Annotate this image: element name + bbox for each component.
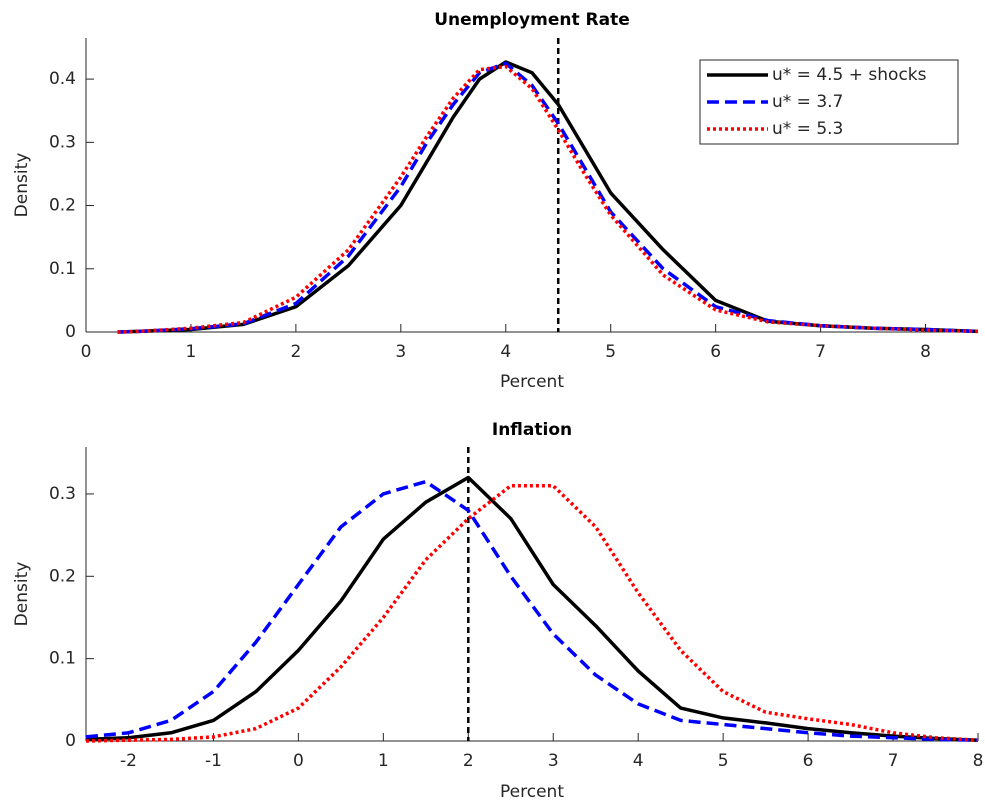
x-tick-label: 1	[378, 751, 389, 771]
x-axis-label: Percent	[500, 372, 564, 392]
x-tick-label: 0	[293, 751, 304, 771]
x-tick-label: 7	[888, 751, 899, 771]
y-tick-label: 0.4	[49, 69, 76, 89]
y-tick-label: 0.1	[49, 259, 76, 279]
series-line	[85, 483, 979, 743]
x-tick-label: 7	[815, 342, 826, 362]
legend: u* = 4.5 + shocks u* = 3.7 u* = 5.3	[699, 59, 959, 145]
axes: Unemployment Rate Percent Density 0 1 2 3 4 5 6 7 8…	[12, 10, 979, 392]
x-tick-label: 3	[395, 342, 406, 362]
x-tick-label: 2	[463, 751, 474, 771]
series-line	[117, 64, 979, 334]
chart-title: Unemployment Rate	[434, 10, 630, 30]
y-axis-label: Density	[12, 562, 32, 627]
x-tick-label: 4	[633, 751, 644, 771]
x-tick-label: 8	[920, 342, 931, 362]
x-tick-label: -2	[120, 751, 137, 771]
x-tick-label: 6	[710, 342, 721, 362]
x-tick-label: 5	[605, 342, 616, 362]
chart-title: Inflation	[492, 420, 572, 440]
y-tick-label: 0	[65, 731, 76, 751]
y-tick-label: 0.3	[49, 132, 76, 152]
axes: Inflation Percent Density -2 -1 0 1 2 3 4 5 6 7 8 0 0.1…	[12, 420, 983, 802]
x-tick-label: 8	[973, 751, 984, 771]
y-tick-label: 0	[65, 322, 76, 342]
y-tick-label: 0.3	[49, 484, 76, 504]
legend-label: u* = 3.7	[772, 92, 843, 112]
x-tick-label: 2	[290, 342, 301, 362]
x-tick-label: -1	[205, 751, 222, 771]
legend-label: u* = 5.3	[772, 119, 843, 139]
y-tick-label: 0.2	[49, 566, 76, 586]
x-tick-label: 3	[548, 751, 559, 771]
series-line	[85, 475, 979, 742]
y-tick-label: 0.1	[49, 649, 76, 669]
y-axis-label: Density	[12, 153, 32, 218]
series-line	[117, 61, 979, 334]
series-line	[85, 479, 979, 742]
y-tick-label: 0.2	[49, 196, 76, 216]
series-line	[117, 60, 979, 334]
x-tick-label: 0	[81, 342, 92, 362]
legend-label: u* = 4.5 + shocks	[772, 65, 927, 85]
x-tick-label: 1	[186, 342, 197, 362]
x-axis-label: Percent	[500, 782, 564, 802]
x-tick-label: 4	[500, 342, 511, 362]
x-tick-label: 6	[803, 751, 814, 771]
x-tick-label: 5	[718, 751, 729, 771]
